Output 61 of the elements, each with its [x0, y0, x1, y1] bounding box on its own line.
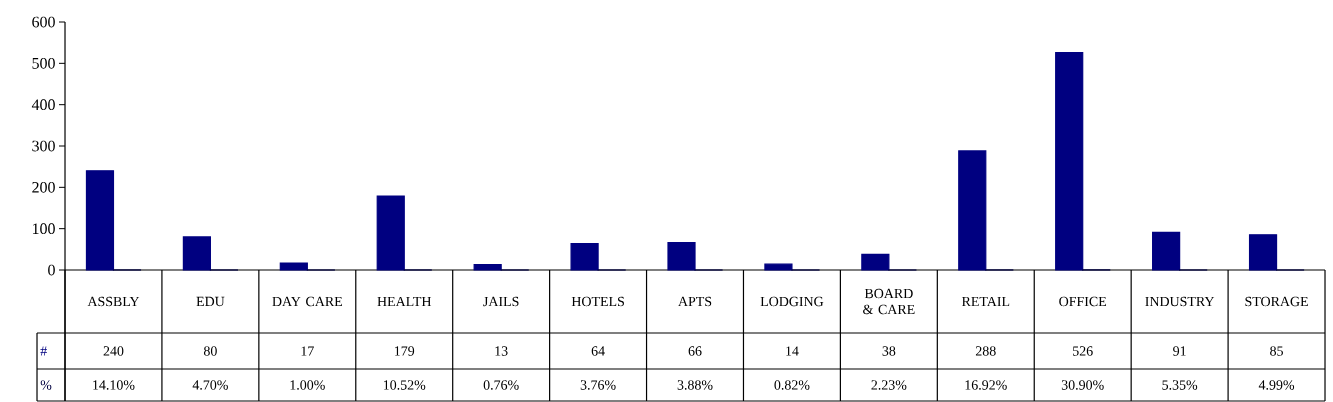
bar	[85, 170, 115, 271]
data-label: 5.35%	[1162, 380, 1198, 390]
data-label: 10.52%	[383, 380, 426, 390]
data-label: 64	[591, 346, 605, 356]
bar	[473, 264, 502, 271]
data-label: 1.00%	[290, 380, 325, 390]
x-tick-label: DAY CARE	[272, 296, 342, 307]
y-tick-label: 200	[32, 181, 55, 193]
y-tick-label: 100	[32, 223, 55, 235]
x-tick-label: BOARD & CARE	[863, 288, 915, 315]
data-label: 288	[975, 346, 996, 356]
x-tick-label: LODGING	[760, 296, 824, 307]
bar	[764, 263, 793, 271]
y-tick-label: 300	[32, 140, 55, 152]
bar	[279, 262, 308, 271]
bar	[1248, 234, 1278, 271]
data-label: 4.70%	[192, 380, 228, 390]
x-tick-label: EDU	[196, 296, 225, 307]
data-label: 91	[1173, 346, 1186, 356]
data-label: 0.82%	[774, 380, 810, 390]
x-tick-label: INDUSTRY	[1145, 296, 1215, 307]
bar	[861, 253, 890, 271]
y-tick-label: 400	[31, 99, 55, 111]
data-label: 30.90%	[1061, 380, 1104, 390]
data-label: 3.88%	[677, 380, 713, 390]
bar	[376, 195, 405, 271]
data-label: 13	[495, 346, 508, 356]
data-label: 240	[103, 346, 124, 356]
data-label: 16.92%	[965, 380, 1007, 390]
data-label: 526	[1073, 346, 1093, 356]
data-label: 14	[786, 346, 799, 356]
data-label: 17	[301, 346, 314, 356]
y-tick-label: 0	[48, 264, 55, 276]
y-tick-label: 600	[32, 16, 55, 28]
x-tick-label: ASSBLY	[87, 296, 140, 307]
x-tick-label: HEALTH	[377, 296, 432, 307]
data-label: 38	[882, 346, 896, 356]
bar	[1055, 51, 1084, 271]
text: %	[40, 380, 52, 390]
x-tick-label: HOTELS	[571, 296, 624, 307]
bar	[667, 242, 696, 271]
bar	[570, 242, 599, 271]
data-label: 4.99%	[1258, 380, 1295, 390]
data-label: 66	[688, 346, 702, 356]
x-tick-label: RETAIL	[961, 296, 1010, 307]
data-label: 0.76%	[483, 380, 519, 390]
x-tick-label: OFFICE	[1059, 296, 1107, 307]
data-label: 80	[203, 346, 217, 356]
data-label: 14.10%	[93, 380, 135, 390]
y-tick-label: 500	[32, 57, 55, 69]
data-label: 179	[395, 346, 415, 356]
text: #	[40, 346, 47, 356]
data-label: 3.76%	[580, 380, 616, 390]
bar	[1152, 231, 1181, 271]
bar	[182, 236, 211, 271]
x-tick-label: APTS	[678, 296, 712, 307]
data-label: 2.23%	[871, 380, 907, 390]
x-tick-label: STORAGE	[1245, 296, 1308, 307]
x-tick-label: JAILS	[483, 296, 519, 307]
data-label: 85	[1270, 346, 1283, 356]
bar	[958, 150, 987, 271]
